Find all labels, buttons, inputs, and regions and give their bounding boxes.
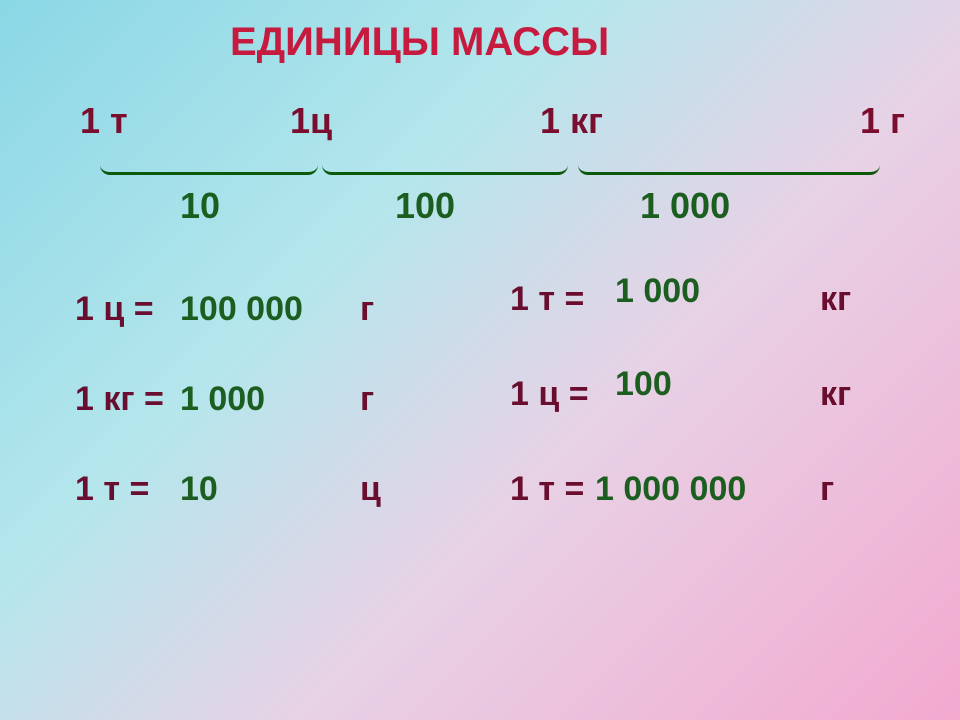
eq-l2-val: 10 (180, 470, 218, 509)
slide-title: ЕДИНИЦЫ МАССЫ (230, 20, 609, 65)
eq-r2-lhs: 1 т = (510, 470, 584, 509)
eq-r1-unit: кг (820, 375, 851, 414)
bracket-0 (100, 150, 318, 175)
bracket-1 (322, 150, 568, 175)
eq-r2-val: 1 000 000 (595, 470, 746, 509)
eq-r0-unit: кг (820, 280, 851, 319)
eq-l0-unit: г (360, 290, 374, 329)
eq-l1-unit: г (360, 380, 374, 419)
eq-r1-val: 100 (615, 365, 672, 404)
eq-r1-lhs: 1 ц = (510, 375, 589, 414)
eq-l2-unit: ц (360, 470, 381, 509)
bracket-2 (578, 150, 880, 175)
unit-kg: 1 кг (540, 100, 603, 142)
eq-r0-lhs: 1 т = (510, 280, 584, 319)
unit-ts: 1ц (290, 100, 332, 142)
ratio-0: 10 (180, 185, 220, 227)
ratio-1: 100 (395, 185, 455, 227)
eq-l1-lhs: 1 кг = (75, 380, 164, 419)
eq-l1-val: 1 000 (180, 380, 265, 419)
eq-l2-lhs: 1 т = (75, 470, 149, 509)
unit-g: 1 г (860, 100, 905, 142)
eq-r0-val: 1 000 (615, 272, 700, 311)
eq-r2-unit: г (820, 470, 834, 509)
ratio-2: 1 000 (640, 185, 730, 227)
slide-root: ЕДИНИЦЫ МАССЫ 1 т 1ц 1 кг 1 г 10 100 1 0… (0, 0, 960, 720)
eq-l0-val: 100 000 (180, 290, 303, 329)
unit-t: 1 т (80, 100, 128, 142)
eq-l0-lhs: 1 ц = (75, 290, 154, 329)
